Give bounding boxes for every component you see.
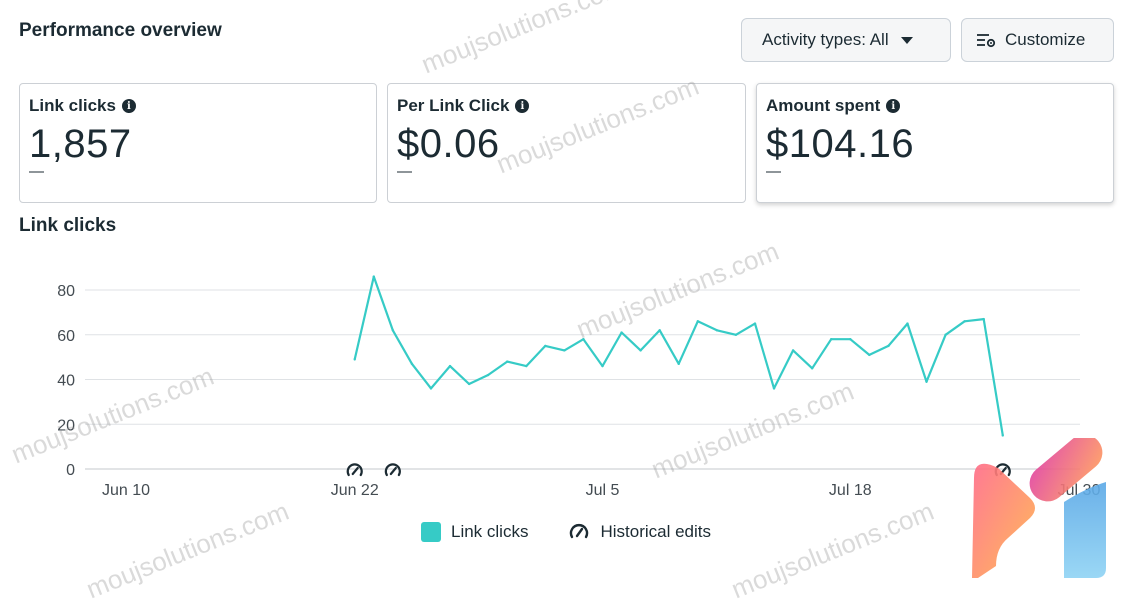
- metric-card-link-clicks[interactable]: Link clicks i 1,857 —: [19, 83, 377, 203]
- legend-label: Link clicks: [451, 522, 529, 541]
- y-tick-label: 60: [57, 328, 75, 345]
- y-tick-label: 80: [57, 283, 75, 300]
- chart-legend: Link clicks Historical edits: [421, 522, 751, 542]
- data-point: [791, 349, 795, 352]
- metric-card-per-link-click[interactable]: Per Link Click i $0.06 —: [387, 83, 746, 203]
- data-point: [849, 338, 852, 341]
- x-tick-label: Jul 18: [829, 482, 872, 499]
- data-point: [372, 275, 375, 278]
- historical-edit-icon: [384, 463, 401, 477]
- info-icon[interactable]: i: [515, 99, 530, 113]
- metric-change: —: [397, 163, 412, 180]
- data-point: [887, 344, 890, 348]
- watermark-text: moujsolutions.com: [727, 495, 938, 605]
- legend-label: Historical edits: [600, 522, 712, 541]
- data-point: [429, 387, 433, 390]
- x-tick-label: Jul 5: [586, 482, 620, 499]
- data-point: [467, 382, 471, 386]
- series-line: [353, 275, 1004, 436]
- metric-label: Per Link Click: [397, 96, 510, 115]
- activity-types-label: Activity types: All: [762, 30, 889, 49]
- metric-label-row: Link clicks i: [29, 96, 367, 116]
- data-point: [925, 380, 928, 383]
- sliders-icon: [977, 34, 996, 48]
- metric-value: 1,857: [29, 122, 132, 166]
- legend-item-link-clicks[interactable]: Link clicks: [421, 522, 528, 542]
- metric-change: —: [766, 163, 781, 180]
- y-tick-label: 40: [57, 373, 75, 390]
- metric-value: $0.06: [397, 122, 500, 166]
- data-point: [944, 333, 947, 336]
- data-point: [696, 320, 699, 323]
- x-tick-label: Jun 10: [102, 482, 150, 499]
- metric-label: Link clicks: [29, 96, 116, 115]
- brand-logo: [972, 438, 1106, 578]
- data-point: [868, 353, 871, 357]
- data-point: [563, 349, 566, 352]
- data-point: [734, 333, 738, 336]
- historical-edit-marker: [384, 463, 401, 477]
- data-point: [830, 338, 833, 341]
- data-point: [353, 358, 356, 361]
- metric-label-row: Per Link Click i: [397, 96, 736, 116]
- data-point: [982, 317, 985, 321]
- metric-label: Amount spent: [766, 96, 881, 115]
- y-tick-label: 0: [66, 462, 75, 479]
- y-tick-label: 20: [57, 417, 75, 434]
- data-point: [410, 362, 414, 366]
- data-point: [582, 338, 585, 341]
- data-point: [601, 364, 604, 368]
- data-point: [715, 329, 719, 332]
- legend-swatch: [421, 522, 441, 542]
- data-point: [1001, 434, 1004, 437]
- data-point: [639, 349, 642, 352]
- data-point: [906, 322, 909, 325]
- historical-edit-icon: [346, 463, 363, 477]
- chevron-down-icon: [900, 36, 913, 44]
- x-tick-label: Jun 22: [331, 482, 379, 499]
- data-point: [486, 373, 490, 377]
- legend-item-historical-edits[interactable]: Historical edits: [568, 522, 711, 542]
- customize-button[interactable]: Customize: [961, 18, 1114, 62]
- watermark-text: moujsolutions.com: [82, 495, 293, 605]
- historical-edit-icon: [570, 524, 589, 539]
- data-point: [506, 360, 509, 363]
- data-point: [448, 364, 452, 368]
- historical-edit-marker: [346, 463, 363, 477]
- data-point: [963, 320, 966, 323]
- data-point: [677, 362, 680, 366]
- data-point: [658, 329, 661, 332]
- metric-label-row: Amount spent i: [766, 96, 1104, 116]
- info-icon[interactable]: i: [121, 99, 136, 113]
- historical-edit-needle: [389, 466, 397, 476]
- data-point: [772, 387, 776, 390]
- metric-value: $104.16: [766, 122, 915, 166]
- customize-label: Customize: [1005, 30, 1086, 49]
- metric-change: —: [29, 163, 44, 180]
- data-point: [544, 344, 547, 348]
- watermark-text: moujsolutions.com: [417, 0, 628, 80]
- data-point: [810, 367, 814, 370]
- activity-types-dropdown[interactable]: Activity types: All: [741, 18, 951, 62]
- info-icon[interactable]: i: [886, 99, 901, 113]
- data-point: [620, 331, 623, 334]
- data-point: [525, 364, 528, 368]
- metric-card-amount-spent[interactable]: Amount spent i $104.16 —: [756, 83, 1114, 203]
- data-point: [391, 329, 395, 332]
- historical-edit-needle: [351, 466, 359, 476]
- chart-title: Link clicks: [19, 215, 117, 236]
- data-point: [753, 322, 757, 325]
- page-title: Performance overview: [19, 20, 222, 41]
